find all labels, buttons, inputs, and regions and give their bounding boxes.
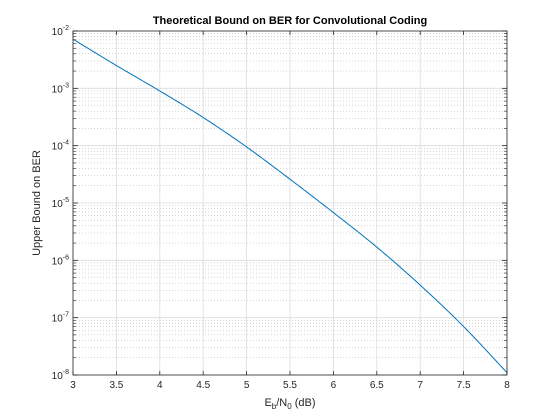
x-tick-label: 3.5: [109, 380, 123, 391]
ticks: [72, 30, 508, 376]
x-tick-label: 7: [417, 380, 423, 391]
x-axis-label-mid: /N: [276, 397, 287, 409]
y-tick-labels: 10-8 10-7 10-6 10-5 10-4 10-3 10-2: [52, 25, 69, 382]
y-tick-label: 10-6: [52, 254, 69, 267]
x-axis-label-sub2: 0: [287, 402, 292, 411]
x-tick-label: 6.5: [370, 380, 384, 391]
x-tick-label: 4: [157, 380, 163, 391]
x-tick-label: 7.5: [457, 380, 471, 391]
x-tick-label: 4.5: [196, 380, 210, 391]
y-tick-label: 10-5: [52, 197, 69, 210]
x-tick-label: 5.5: [283, 380, 297, 391]
x-axis-label-tail: (dB): [292, 397, 316, 409]
series-layer: [72, 38, 508, 373]
series-line: [72, 38, 508, 373]
y-axis-label: Upper Bound on BER: [31, 150, 43, 256]
x-axis-label-sub1: b: [272, 402, 277, 411]
x-tick-label: 5: [244, 380, 250, 391]
x-tick-labels: 3 3.5 4 4.5 5 5.5 6 6.5 7 7.5 8: [70, 380, 510, 391]
chart-title: Theoretical Bound on BER for Convolution…: [153, 15, 427, 27]
y-tick-label: 10-8: [52, 369, 69, 382]
y-tick-label: 10-3: [52, 82, 69, 95]
x-axis-label-base: E: [264, 397, 271, 409]
x-axis-label: Eb/N0 (dB): [264, 397, 315, 411]
x-tick-label: 8: [504, 380, 510, 391]
y-tick-label: 10-7: [52, 312, 69, 325]
x-tick-label: 6: [331, 380, 337, 391]
x-tick-label: 3: [70, 380, 76, 391]
y-tick-label: 10-2: [52, 25, 69, 38]
y-tick-label: 10-4: [52, 140, 69, 153]
